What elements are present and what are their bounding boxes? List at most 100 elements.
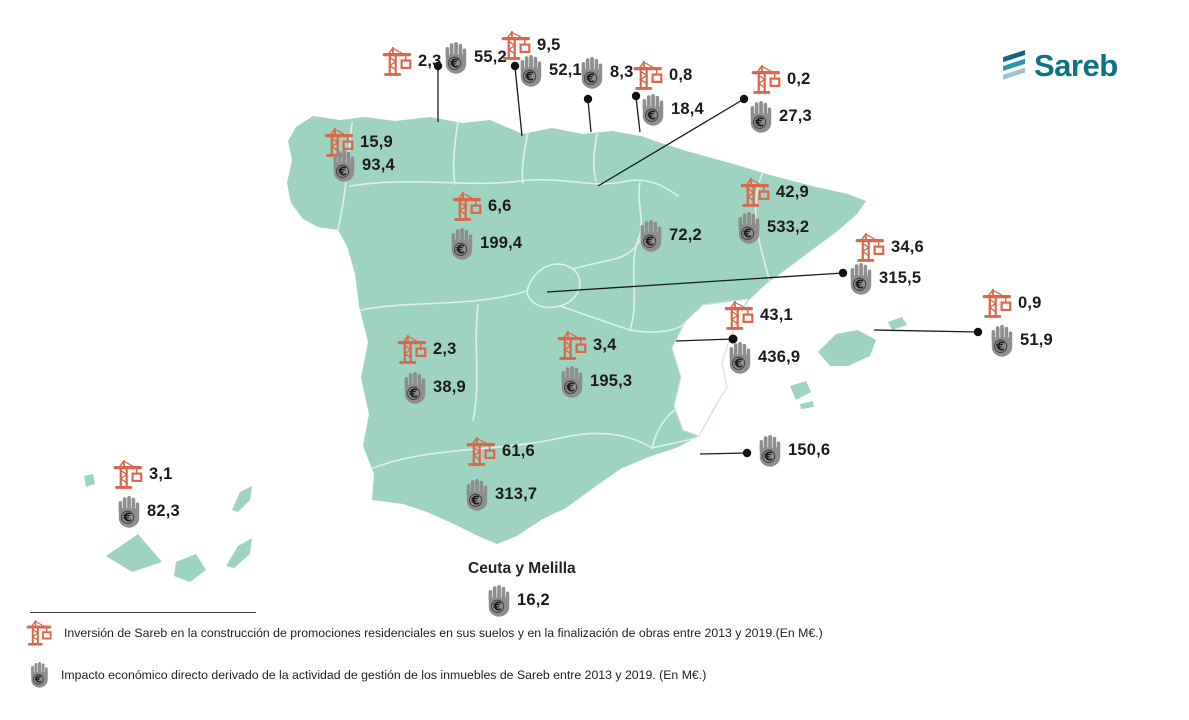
andalucia-impact: 313,7 (464, 478, 537, 511)
aragon-impact-value: 72,2 (669, 226, 702, 244)
asturias-investment-value: 2,3 (418, 52, 442, 70)
crane-icon (751, 64, 782, 95)
madrid-investment-value: 34,6 (891, 238, 924, 256)
murcia-impact-value: 150,6 (788, 441, 831, 459)
castilla-la-mancha-investment-value: 3,4 (593, 336, 617, 354)
hand-euro-icon (518, 54, 544, 87)
baleares-investment-value: 0,9 (1018, 294, 1042, 312)
canary-islands (84, 474, 252, 582)
andalucia-investment-value: 61,6 (502, 442, 535, 460)
balearic-islands (790, 317, 907, 409)
region-borders (337, 120, 771, 469)
hand-euro-icon (989, 324, 1015, 357)
hand-euro-icon (727, 341, 753, 374)
ceuta-y-melilla-impact-value: 16,2 (517, 591, 550, 609)
baleares-impact: 51,9 (989, 324, 1053, 357)
legend-divider (30, 612, 256, 613)
extremadura-investment: 2,3 (397, 334, 457, 365)
navarra-impact-value: 18,4 (671, 100, 704, 118)
asturias-investment: 2,3 (382, 46, 442, 77)
valencia-region-shape (671, 298, 750, 437)
legend-impact-text: Impacto económico directo derivado de la… (61, 667, 707, 682)
galicia-investment: 15,9 (324, 127, 393, 158)
hand-euro-icon (443, 41, 469, 74)
crane-icon (382, 46, 413, 77)
pais-vasco-impact-value: 8,3 (610, 63, 634, 81)
castilla-y-leon-impact-value: 199,4 (480, 234, 523, 252)
cataluna-impact: 533,2 (736, 211, 809, 244)
comunidad-valenciana-impact: 436,9 (727, 341, 800, 374)
cataluna-impact-value: 533,2 (767, 218, 810, 236)
andalucia-investment: 61,6 (466, 436, 535, 467)
madrid-impact-value: 315,5 (879, 269, 922, 287)
madrid-impact: 315,5 (848, 262, 921, 295)
legend-investment-text: Inversión de Sareb en la construcción de… (64, 626, 823, 640)
crane-icon (557, 330, 588, 361)
castilla-la-mancha-impact: 195,3 (559, 365, 632, 398)
sareb-logo-text: Sareb (1034, 48, 1118, 83)
crane-icon (452, 191, 483, 222)
hand-euro-icon (638, 219, 664, 252)
la-rioja-investment-value: 0,2 (787, 70, 811, 88)
canarias-investment-value: 3,1 (149, 465, 173, 483)
legend-impact: Impacto económico directo derivado de la… (29, 661, 706, 688)
la-rioja-impact-value: 27,3 (779, 107, 812, 125)
castilla-la-mancha-impact-value: 195,3 (590, 372, 633, 390)
cantabria-impact: 52,1 (518, 54, 582, 87)
sareb-logo-mark-icon (998, 50, 1028, 83)
extremadura-impact-value: 38,9 (433, 378, 466, 396)
madrid-investment: 34,6 (855, 232, 924, 263)
ceuta-y-melilla-label: Ceuta y Melilla (468, 560, 576, 577)
la-rioja-impact: 27,3 (748, 100, 812, 133)
la-rioja-investment: 0,2 (751, 64, 811, 95)
cataluna-investment-value: 42,9 (776, 183, 809, 201)
canarias-impact: 82,3 (116, 495, 180, 528)
canarias-investment: 3,1 (113, 459, 173, 490)
asturias-impact-value: 55,2 (474, 48, 507, 66)
hand-euro-icon (486, 584, 512, 617)
crane-icon (397, 334, 428, 365)
hand-euro-icon (748, 100, 774, 133)
sareb-logo: Sareb (998, 48, 1118, 84)
hand-euro-icon (640, 93, 666, 126)
ceuta-y-melilla-impact: 16,2 (486, 584, 550, 617)
crane-icon (26, 617, 53, 649)
hand-euro-icon (848, 262, 874, 295)
galicia-impact-value: 93,4 (362, 156, 395, 174)
asturias-impact: 55,2 (443, 41, 507, 74)
crane-icon (855, 232, 886, 263)
canarias-impact-value: 82,3 (147, 502, 180, 520)
hand-euro-icon (402, 371, 428, 404)
cantabria-impact-value: 52,1 (549, 61, 582, 79)
hand-euro-icon (579, 56, 605, 89)
hand-euro-icon (331, 149, 357, 182)
hand-euro-icon (559, 365, 585, 398)
crane-icon (113, 459, 144, 490)
comunidad-valenciana-investment: 43,1 (724, 300, 793, 331)
spain-peninsula-shape (287, 116, 866, 544)
aragon-impact: 72,2 (638, 219, 702, 252)
baleares-impact-value: 51,9 (1020, 331, 1053, 349)
navarra-investment-value: 0,8 (669, 66, 693, 84)
hand-euro-icon (29, 661, 50, 688)
andalucia-impact-value: 313,7 (495, 485, 538, 503)
cantabria-investment: 9,5 (501, 30, 561, 61)
crane-icon (724, 300, 755, 331)
castilla-y-leon-investment-value: 6,6 (488, 197, 512, 215)
cantabria-investment-value: 9,5 (537, 36, 561, 54)
crane-icon (633, 60, 664, 91)
hand-euro-icon (464, 478, 490, 511)
navarra-impact: 18,4 (640, 93, 704, 126)
murcia-impact: 150,6 (757, 434, 830, 467)
hand-euro-icon (736, 211, 762, 244)
hand-euro-icon (116, 495, 142, 528)
cataluna-investment: 42,9 (740, 177, 809, 208)
navarra-investment: 0,8 (633, 60, 693, 91)
extremadura-investment-value: 2,3 (433, 340, 457, 358)
comunidad-valenciana-impact-value: 436,9 (758, 348, 801, 366)
comunidad-valenciana-investment-value: 43,1 (760, 306, 793, 324)
callout-lines (433, 61, 983, 458)
galicia-investment-value: 15,9 (360, 133, 393, 151)
